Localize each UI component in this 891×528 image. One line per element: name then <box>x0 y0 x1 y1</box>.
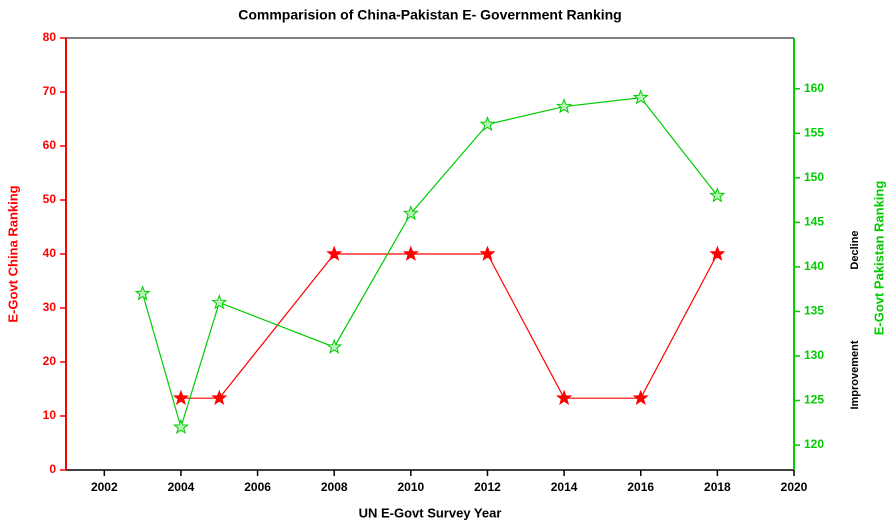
y2-axis-label: E-Govt Pakistan Ranking <box>871 181 886 336</box>
y2-tick-label: 130 <box>804 348 824 362</box>
x-tick-label: 2014 <box>551 480 578 494</box>
star-marker <box>479 115 496 132</box>
star-marker <box>172 389 189 405</box>
y-tick-label: 50 <box>43 192 57 206</box>
y-axis-label: E-Govt China Ranking <box>5 185 20 322</box>
star-marker <box>709 245 726 261</box>
star-marker <box>709 187 726 203</box>
y2-tick-label: 145 <box>804 215 824 229</box>
y2-tick-label: 150 <box>804 170 824 184</box>
y2-tick-label: 135 <box>804 304 824 318</box>
y-tick-label: 40 <box>43 246 57 260</box>
y-tick-label: 60 <box>43 138 57 152</box>
y2-tick-label: 155 <box>804 125 824 139</box>
star-marker <box>326 338 343 354</box>
x-tick-label: 2020 <box>781 480 808 494</box>
series-line <box>142 97 718 430</box>
star-marker <box>402 245 419 261</box>
star-marker <box>632 389 649 405</box>
x-tick-label: 2002 <box>91 480 118 494</box>
x-tick-label: 2008 <box>321 480 348 494</box>
star-marker <box>134 285 151 301</box>
y2-tick-label: 120 <box>804 437 824 451</box>
star-marker <box>326 245 343 261</box>
annotation: Decline <box>849 230 861 269</box>
x-tick-label: 2018 <box>704 480 731 494</box>
y-tick-label: 80 <box>43 30 57 44</box>
y-tick-label: 70 <box>43 84 57 98</box>
x-tick-label: 2012 <box>474 480 501 494</box>
y-tick-label: 0 <box>49 462 56 476</box>
series-line <box>180 253 718 399</box>
star-marker <box>402 205 419 221</box>
y2-tick-label: 125 <box>804 393 824 407</box>
star-marker <box>211 389 228 405</box>
star-marker <box>479 245 496 261</box>
annotation: Improvement <box>849 340 861 409</box>
star-marker <box>632 89 649 105</box>
y2-tick-label: 140 <box>804 259 824 273</box>
y-tick-label: 20 <box>43 354 57 368</box>
y-tick-label: 10 <box>43 408 57 422</box>
x-tick-label: 2016 <box>627 480 654 494</box>
y-tick-label: 30 <box>43 300 57 314</box>
chart-title: Commparision of China-Pakistan E- Govern… <box>238 7 622 23</box>
star-marker <box>556 98 573 114</box>
x-tick-label: 2006 <box>244 480 271 494</box>
x-tick-label: 2004 <box>168 480 195 494</box>
star-marker <box>556 389 573 405</box>
x-axis-label: UN E-Govt Survey Year <box>359 505 502 520</box>
star-marker <box>211 294 228 310</box>
star-marker <box>172 418 189 435</box>
x-tick-label: 2010 <box>397 480 424 494</box>
y2-tick-label: 160 <box>804 81 824 95</box>
